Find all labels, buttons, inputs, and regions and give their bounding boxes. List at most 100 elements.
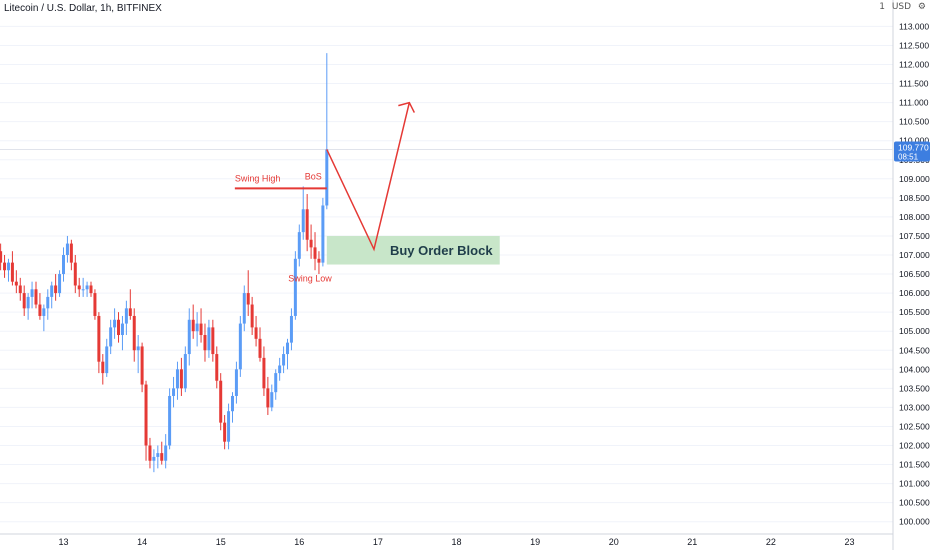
- candle-up: [187, 319, 191, 355]
- candle-down: [215, 354, 219, 381]
- candle-down: [101, 361, 105, 374]
- candle-down: [117, 319, 121, 336]
- candle-down: [199, 323, 203, 336]
- candle-down: [38, 304, 42, 316]
- last-price-value: 109.770: [898, 142, 929, 152]
- price-tick-label: 106.500: [899, 269, 930, 279]
- candle-up: [81, 289, 85, 291]
- price-tick-label: 102.500: [899, 421, 930, 431]
- symbol-title: Litecoin / U.S. Dollar, 1h, BITFINEX: [4, 3, 162, 14]
- price-tick-label: 100.000: [899, 517, 930, 527]
- top-right-controls: 1 USD ⚙: [875, 2, 926, 12]
- candle-up: [321, 205, 325, 263]
- candle-up: [325, 149, 329, 206]
- candle-down: [250, 304, 254, 328]
- candle-up: [175, 369, 179, 389]
- gear-icon[interactable]: ⚙: [917, 2, 926, 12]
- arrow-head-icon: [398, 101, 416, 113]
- currency-label[interactable]: USD: [891, 2, 912, 12]
- candle-down: [14, 281, 18, 286]
- price-tick-label: 110.000: [899, 136, 929, 146]
- candle-up: [105, 346, 109, 374]
- candle-up: [234, 369, 238, 396]
- candle-down: [223, 422, 227, 442]
- candle-up: [183, 354, 187, 389]
- candle-down: [89, 285, 93, 294]
- swing-low-label: Swing Low: [288, 274, 332, 284]
- candle-up: [85, 285, 89, 290]
- price-tick-label: 113.000: [899, 21, 929, 31]
- projection-path[interactable]: [326, 102, 411, 252]
- candle-up: [62, 255, 65, 275]
- candle-down: [203, 335, 207, 351]
- time-tick-label: 14: [137, 537, 147, 547]
- last-price-countdown: 08:51: [898, 152, 919, 161]
- order-block-zone[interactable]: [326, 235, 500, 265]
- price-tick-label: 101.500: [899, 460, 930, 470]
- candle-up: [65, 243, 69, 255]
- scale-toggle[interactable]: 1: [879, 2, 885, 12]
- candle-up: [289, 315, 293, 343]
- time-tick-label: 15: [216, 537, 226, 547]
- candle-up: [270, 392, 274, 408]
- candle-down: [18, 285, 22, 294]
- candle-up: [278, 365, 282, 374]
- candle-down: [69, 243, 73, 263]
- candle-up: [113, 319, 117, 328]
- candle-down: [179, 369, 183, 389]
- price-tick-label: 100.500: [899, 498, 930, 508]
- candle-down: [258, 338, 262, 358]
- candle-down: [144, 384, 148, 446]
- candle-down: [54, 285, 58, 294]
- candle-up: [30, 289, 34, 297]
- price-tick-label: 106.000: [899, 288, 930, 298]
- price-tick-label: 101.000: [899, 479, 930, 489]
- candle-up: [58, 274, 62, 294]
- candle-down: [262, 357, 266, 389]
- candle-up: [156, 453, 160, 457]
- price-tick-label: 103.000: [899, 402, 930, 412]
- candle-up: [6, 262, 10, 271]
- candle-down: [22, 293, 26, 309]
- time-tick-label: 16: [294, 537, 304, 547]
- candle-up: [50, 285, 54, 297]
- candle-up: [136, 346, 140, 351]
- candle-up: [109, 327, 113, 347]
- candle-up: [297, 232, 301, 259]
- candle-down: [305, 209, 309, 240]
- candle-down: [313, 247, 317, 259]
- candle-down: [97, 315, 101, 362]
- candle-up: [42, 308, 46, 316]
- candle-down: [34, 289, 38, 305]
- price-tick-label: 108.500: [899, 193, 930, 203]
- price-tick-label: 111.000: [899, 98, 929, 108]
- price-tick-label: 105.000: [899, 326, 930, 336]
- time-tick-label: 17: [373, 537, 383, 547]
- candle-down: [140, 346, 144, 385]
- time-tick-label: 19: [530, 537, 540, 547]
- candle-down: [211, 327, 215, 355]
- candle-down: [3, 262, 7, 271]
- swing-high-label: Swing High: [235, 173, 281, 183]
- candle-up: [46, 296, 50, 309]
- price-tick-label: 102.000: [899, 441, 930, 451]
- price-tick-label: 104.500: [899, 345, 930, 355]
- candle-up: [230, 395, 234, 412]
- price-tick-label: 110.500: [899, 117, 929, 127]
- price-tick-label: 109.000: [899, 174, 930, 184]
- candle-up: [227, 411, 231, 442]
- candle-up: [286, 342, 290, 355]
- time-tick-label: 22: [766, 537, 776, 547]
- candle-up: [207, 327, 211, 351]
- candle-up: [242, 293, 246, 324]
- candle-down: [148, 445, 152, 461]
- candle-down: [254, 327, 258, 339]
- price-tick-label: 108.000: [899, 212, 930, 222]
- candle-down: [132, 315, 136, 351]
- price-tick-label: 111.500: [899, 79, 929, 89]
- time-tick-label: 18: [451, 537, 461, 547]
- time-tick-label: 21: [687, 537, 697, 547]
- price-tick-label: 107.500: [899, 231, 930, 241]
